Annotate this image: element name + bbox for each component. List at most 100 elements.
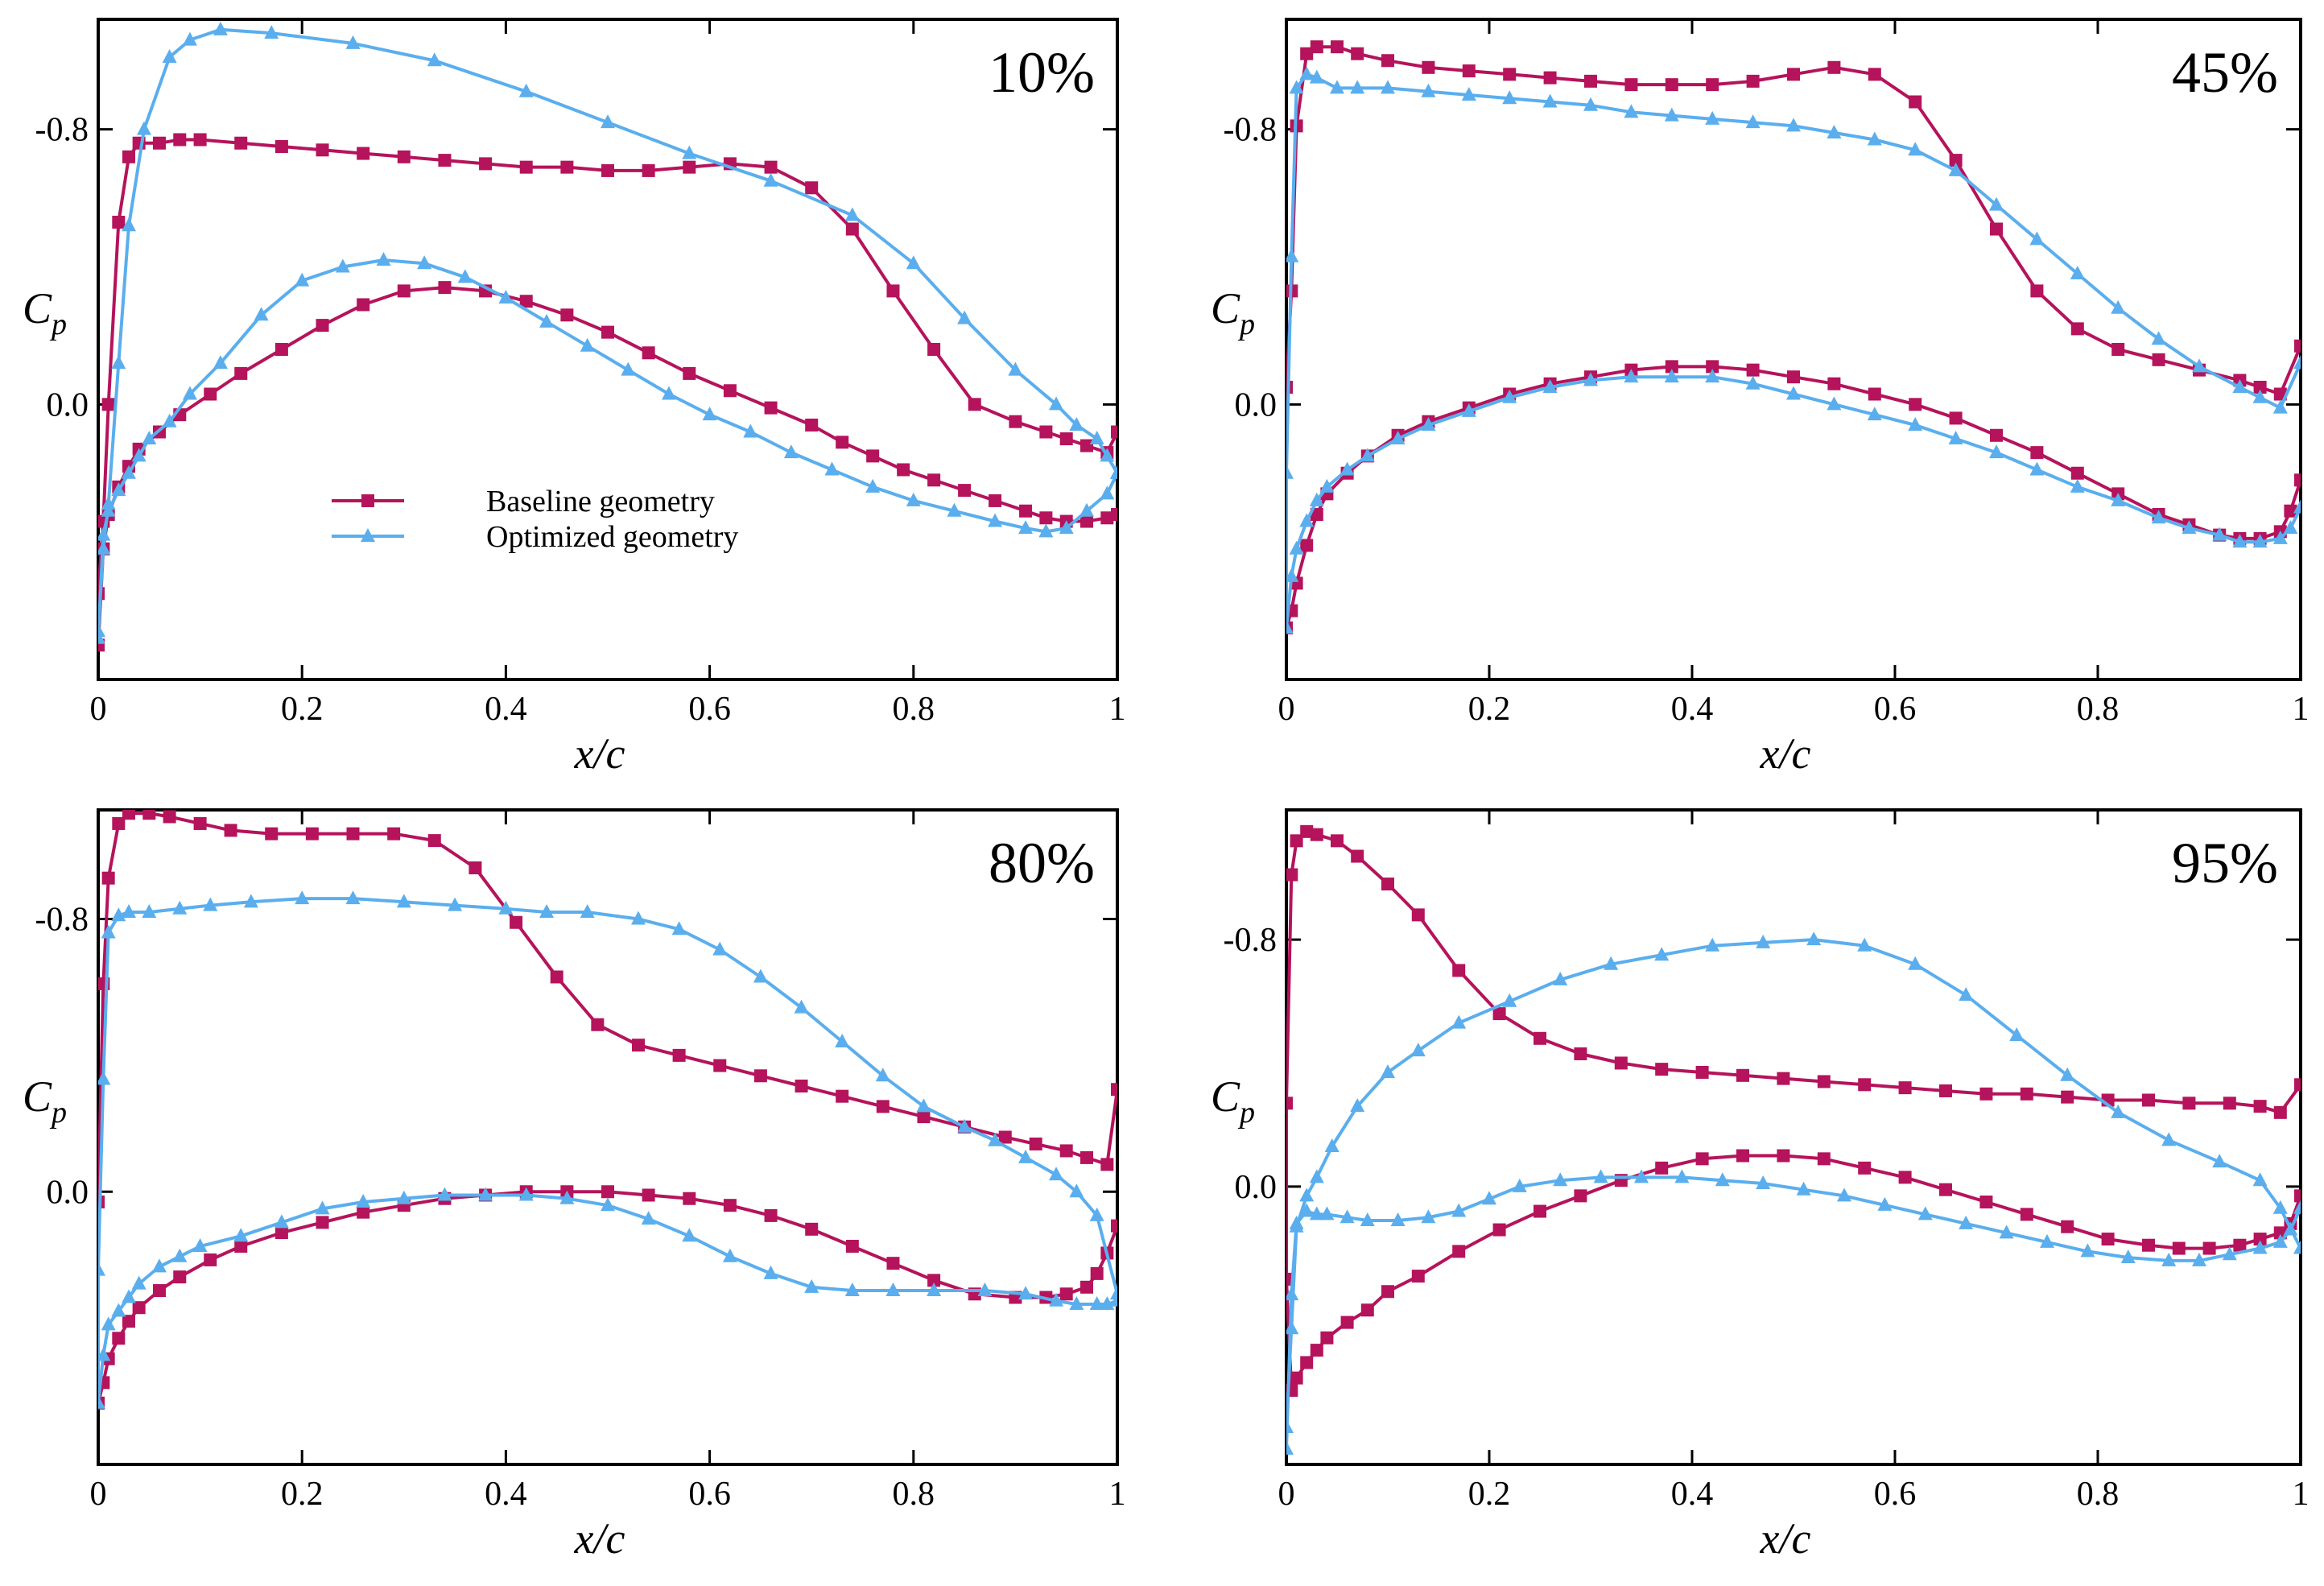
data-point <box>479 157 493 171</box>
data-point <box>1320 1331 1334 1344</box>
data-point <box>1286 465 1294 479</box>
data-point <box>1877 1196 1893 1211</box>
data-point <box>1018 520 1034 535</box>
data-point <box>1665 78 1678 92</box>
data-point <box>163 810 176 824</box>
data-point <box>1100 448 1115 462</box>
data-point <box>1381 1285 1394 1299</box>
data-point <box>2070 322 2084 336</box>
data-point <box>1299 513 1315 527</box>
data-point <box>1018 1149 1034 1163</box>
optimized-series <box>1286 66 2301 634</box>
data-point <box>397 150 411 163</box>
data-point <box>2293 499 2301 514</box>
data-point <box>1542 378 1558 393</box>
data-point <box>437 1187 452 1201</box>
data-point <box>1422 60 1435 74</box>
y-axis-label: Cp <box>23 284 67 341</box>
data-point <box>2293 1200 2301 1214</box>
data-point <box>1009 415 1022 428</box>
data-point <box>1059 432 1073 446</box>
data-point <box>1908 416 1923 431</box>
data-point <box>1786 118 1801 132</box>
data-point <box>1069 1295 1084 1310</box>
data-point <box>162 413 177 427</box>
data-point <box>601 114 615 129</box>
data-point <box>1111 1083 1117 1097</box>
data-point <box>1310 828 1323 841</box>
data-point <box>661 386 676 400</box>
x-tick-label: 0.6 <box>1874 1476 1917 1513</box>
data-point <box>671 921 687 935</box>
data-point <box>1908 956 1923 970</box>
data-point <box>1090 1266 1104 1280</box>
data-point <box>753 969 768 983</box>
series-line <box>1286 45 2301 630</box>
data-point <box>927 1274 941 1287</box>
data-point <box>2284 504 2297 518</box>
data-point <box>121 904 136 919</box>
data-point <box>1806 931 1822 946</box>
data-point <box>510 915 523 929</box>
data-point <box>112 1332 126 1345</box>
data-point <box>98 638 105 652</box>
data-point <box>630 911 646 925</box>
data-point <box>2151 331 2166 345</box>
data-point <box>356 1193 371 1208</box>
data-point <box>1286 380 1293 394</box>
data-point <box>1038 523 1054 538</box>
data-point <box>906 492 921 506</box>
data-point <box>1917 1206 1933 1220</box>
data-point <box>1331 40 1344 54</box>
x-tick-label: 0.6 <box>688 1476 731 1513</box>
data-point <box>2080 1243 2095 1258</box>
data-point <box>713 1059 727 1072</box>
data-point <box>519 160 533 174</box>
baseline-series <box>1286 824 2301 1397</box>
data-point <box>621 361 636 376</box>
data-point <box>1949 411 1963 425</box>
data-point <box>121 217 136 232</box>
data-point <box>417 255 432 270</box>
data-point <box>1705 369 1720 383</box>
data-point <box>1989 196 2004 211</box>
data-point <box>836 436 849 449</box>
data-point <box>2020 1087 2033 1101</box>
data-point <box>1624 78 1638 92</box>
data-point <box>764 401 778 415</box>
data-point <box>335 258 350 273</box>
data-point <box>1381 80 1395 94</box>
plot-frame <box>97 808 1119 1466</box>
data-point <box>2009 1026 2025 1041</box>
data-point <box>2293 355 2301 370</box>
data-point <box>2161 1132 2177 1146</box>
data-point <box>1049 396 1064 411</box>
data-point <box>2253 1233 2267 1246</box>
data-point <box>1604 956 1619 970</box>
data-point <box>98 587 105 601</box>
data-point <box>1049 1167 1064 1181</box>
data-point <box>1705 110 1720 125</box>
data-point <box>1300 1356 1314 1369</box>
data-point <box>1939 1183 1952 1196</box>
data-point <box>601 325 614 339</box>
data-point <box>763 172 778 187</box>
data-point <box>1300 47 1314 60</box>
data-point <box>1300 824 1314 838</box>
data-point <box>98 1394 105 1409</box>
data-point <box>2060 1067 2075 1081</box>
data-point <box>1289 1218 1304 1233</box>
data-point <box>2070 466 2084 480</box>
data-point <box>2152 353 2165 366</box>
legend-baseline-marker <box>361 494 374 507</box>
data-point <box>845 1240 859 1253</box>
data-point <box>1310 40 1323 54</box>
baseline-series <box>1286 40 2301 634</box>
data-point <box>764 1208 778 1222</box>
data-point <box>591 1018 605 1031</box>
data-point <box>601 1185 614 1199</box>
data-point <box>580 904 595 919</box>
data-point <box>142 810 156 820</box>
data-point <box>173 1270 187 1284</box>
